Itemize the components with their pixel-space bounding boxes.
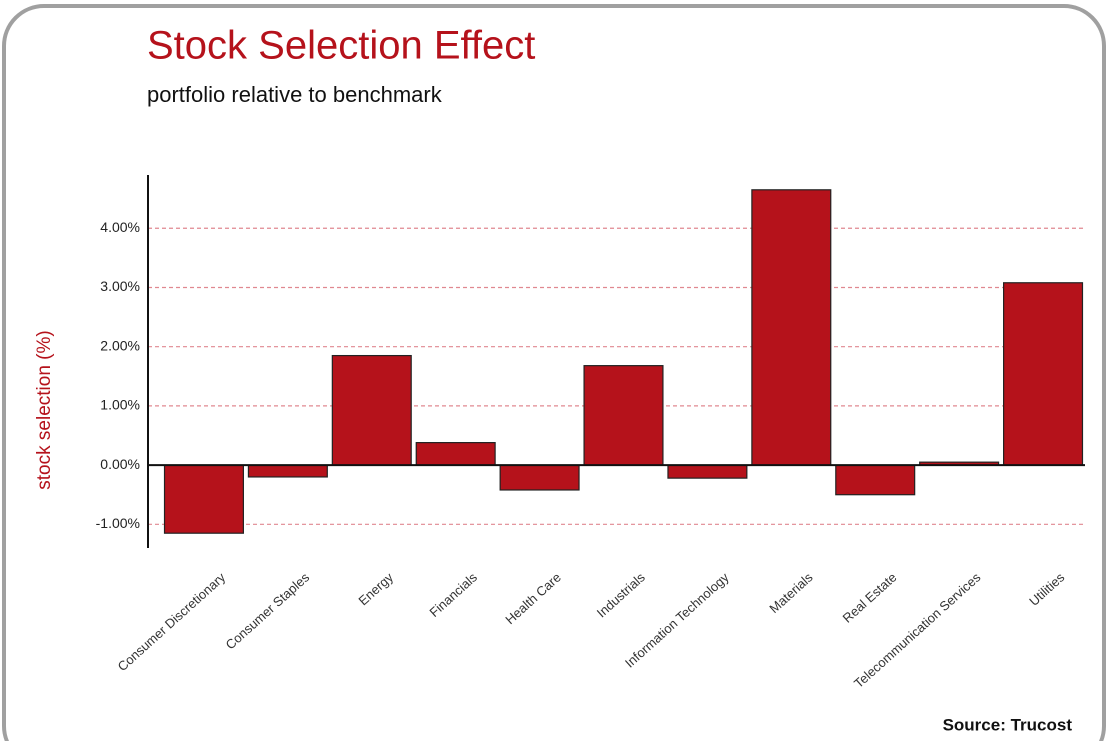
bar xyxy=(331,354,412,466)
bar xyxy=(835,464,916,496)
bar xyxy=(751,189,832,466)
bar xyxy=(1003,282,1084,466)
y-tick-label: 3.00% xyxy=(100,278,140,294)
y-tick-label: -1.00% xyxy=(96,515,140,531)
bar xyxy=(415,442,496,466)
bar xyxy=(667,464,748,479)
source: Source: Trucost xyxy=(943,715,1073,734)
y-tick-label: 0.00% xyxy=(100,456,140,472)
bar xyxy=(163,464,244,534)
y-tick-label: 2.00% xyxy=(100,337,140,353)
chart-subtitle: portfolio relative to benchmark xyxy=(147,82,443,107)
bar xyxy=(583,365,664,466)
bar xyxy=(247,464,328,478)
bar xyxy=(499,464,580,491)
y-tick-label: 4.00% xyxy=(100,219,140,235)
y-axis-label: stock selection (%) xyxy=(34,330,55,489)
chart-title: Stock Selection Effect xyxy=(147,24,535,68)
y-tick-label: 1.00% xyxy=(100,397,140,413)
